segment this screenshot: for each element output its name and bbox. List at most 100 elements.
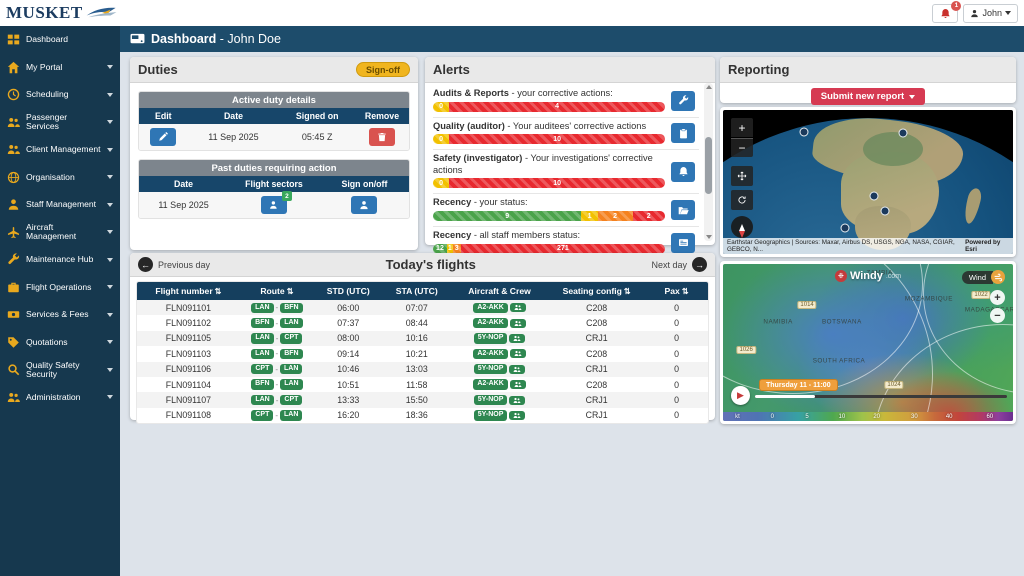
scroll-down-arrow-icon[interactable] bbox=[705, 235, 712, 239]
zoom-in-button[interactable]: + bbox=[731, 118, 753, 137]
sign-on-off-button[interactable] bbox=[351, 196, 378, 214]
sidebar: Dashboard My Portal Scheduling Passenger Se… bbox=[0, 26, 120, 576]
flight-row[interactable]: FLN091103 LAN - BFN 09:14 10:21 A2-AKK C208 0 bbox=[137, 346, 708, 362]
crew-badge[interactable] bbox=[509, 303, 526, 313]
previous-day-button[interactable]: ← Previous day bbox=[138, 257, 210, 272]
scroll-up-arrow-icon[interactable] bbox=[705, 85, 712, 89]
page-header: Dashboard - John Doe bbox=[120, 26, 1024, 52]
alert-action-button[interactable] bbox=[671, 123, 695, 144]
flight-row[interactable]: FLN091104 BFN - LAN 10:51 11:58 A2-AKK C208 0 bbox=[137, 376, 708, 393]
sidebar-item-organisation[interactable]: Organisation bbox=[0, 164, 120, 192]
pan-button[interactable] bbox=[731, 166, 753, 186]
next-day-button[interactable]: Next day → bbox=[651, 257, 707, 272]
tag-icon bbox=[7, 336, 20, 349]
flight-row[interactable]: FLN091108 CPT - LAN 16:20 18:36 5Y-NOP CRJ1 0 bbox=[137, 407, 708, 424]
sidebar-item-flight-operations[interactable]: Flight Operations bbox=[0, 274, 120, 302]
sign-off-button[interactable]: Sign-off bbox=[356, 62, 410, 77]
remove-duty-button[interactable] bbox=[368, 128, 395, 146]
windy-map[interactable]: ZAMBIA NAMIBIA BOTSWANA SOUTH AFRICA MOZAMBI… bbox=[723, 264, 1013, 421]
flights-col-pax[interactable]: Pax ⇅ bbox=[645, 282, 708, 300]
alert-item: Recency - your status: 9 1 2 2 bbox=[433, 194, 699, 228]
play-forecast-button[interactable]: ▶ bbox=[731, 386, 750, 405]
sidebar-item-passenger-services[interactable]: Passenger Services bbox=[0, 109, 120, 137]
sidebar-item-quotations[interactable]: Quotations bbox=[0, 329, 120, 357]
zoom-out-button[interactable]: − bbox=[731, 138, 753, 157]
chevron-down-icon bbox=[107, 92, 113, 97]
route-destination-badge: BFN bbox=[280, 348, 303, 360]
compass-button[interactable] bbox=[731, 216, 753, 238]
windy-zoom-out-button[interactable]: − bbox=[990, 308, 1005, 323]
alerts-scrollbar[interactable] bbox=[704, 83, 713, 241]
report-location-marker[interactable] bbox=[898, 128, 908, 138]
windy-zoom-in-button[interactable]: + bbox=[990, 290, 1005, 305]
sidebar-item-scheduling[interactable]: Scheduling bbox=[0, 81, 120, 109]
bar-segment-red: 10 bbox=[449, 178, 665, 189]
notifications-button[interactable]: 1 bbox=[932, 0, 962, 23]
sidebar-item-administration[interactable]: Administration bbox=[0, 384, 120, 412]
windy-logo[interactable]: ❉ Windy .com bbox=[834, 270, 901, 282]
edit-duty-button[interactable] bbox=[150, 128, 177, 146]
user-menu-button[interactable]: John bbox=[963, 3, 1018, 23]
legend-tick: 5 bbox=[805, 414, 809, 420]
bar-segment-orange: 3 bbox=[452, 243, 461, 254]
esri-map[interactable]: + − Earthstar Geographics | Sources: Max… bbox=[723, 110, 1013, 254]
forecast-timeline[interactable] bbox=[755, 395, 1007, 398]
reporting-panel: Reporting Submit new report bbox=[720, 57, 1016, 105]
alert-action-button[interactable] bbox=[671, 232, 695, 253]
crew-badge[interactable] bbox=[509, 380, 526, 390]
flight-sectors-button[interactable]: 2 bbox=[260, 191, 292, 214]
powered-by-esri[interactable]: Powered by Esri bbox=[965, 239, 1001, 253]
cell-seating-config: C208 bbox=[586, 318, 608, 329]
bar-segment-yellow: 0 bbox=[433, 101, 450, 112]
sidebar-item-aircraft-management[interactable]: Aircraft Management bbox=[0, 219, 120, 247]
rotate-button[interactable] bbox=[731, 190, 753, 210]
report-location-marker[interactable] bbox=[869, 191, 879, 201]
sidebar-item-my-portal[interactable]: My Portal bbox=[0, 54, 120, 82]
flights-col-route[interactable]: Route ⇅ bbox=[240, 282, 314, 300]
flights-col-seating-config[interactable]: Seating config ⇅ bbox=[548, 282, 645, 300]
cell-seating-config: C208 bbox=[586, 379, 608, 390]
cell-sta: 15:50 bbox=[405, 395, 428, 406]
flight-row[interactable]: FLN091102 BFN - LAN 07:37 08:44 A2-AKK C208 0 bbox=[137, 315, 708, 331]
legend-tick: 30 bbox=[911, 414, 918, 420]
forecast-time-pill[interactable]: Thursday 11 - 11:00 bbox=[759, 379, 838, 391]
flights-col-flight-number[interactable]: Flight number ⇅ bbox=[137, 282, 240, 300]
crew-badge[interactable] bbox=[509, 349, 526, 359]
submit-new-report-button[interactable]: Submit new report bbox=[810, 88, 926, 105]
cell-flight-number: FLN091108 bbox=[165, 410, 212, 421]
money-icon bbox=[7, 311, 20, 318]
scrollbar-thumb[interactable] bbox=[705, 136, 712, 194]
wind-layer-toggle[interactable]: Wind bbox=[961, 270, 1005, 284]
flight-row[interactable]: FLN091101 LAN - BFN 06:00 07:07 A2-AKK C208 0 bbox=[137, 300, 708, 316]
route-origin-badge: LAN bbox=[251, 333, 274, 344]
alert-action-button[interactable] bbox=[671, 90, 695, 111]
brand-logo[interactable]: MUSKET bbox=[6, 3, 119, 23]
sidebar-item-client-management[interactable]: Client Management bbox=[0, 136, 120, 164]
cell-flight-number: FLN091102 bbox=[165, 318, 212, 329]
globe-icon bbox=[7, 171, 20, 184]
flight-row[interactable]: FLN091105 LAN - CPT 08:00 10:16 5Y-NOP CRJ1 0 bbox=[137, 330, 708, 347]
sidebar-item-label: Organisation bbox=[26, 171, 75, 182]
report-location-marker[interactable] bbox=[880, 206, 890, 216]
bar-segment-yellow: 0 bbox=[433, 134, 450, 145]
crew-badge[interactable] bbox=[509, 364, 526, 374]
report-location-marker[interactable] bbox=[799, 127, 809, 137]
sidebar-item-dashboard[interactable]: Dashboard bbox=[0, 26, 120, 54]
alert-label-bold: Safety (investigator) bbox=[433, 153, 523, 164]
alert-action-button[interactable] bbox=[671, 200, 695, 221]
alert-action-button[interactable] bbox=[671, 161, 695, 182]
sidebar-item-quality-safety-security[interactable]: Quality Safety Security bbox=[0, 356, 120, 384]
sidebar-item-staff-management[interactable]: Staff Management bbox=[0, 191, 120, 219]
flight-row[interactable]: FLN091106 CPT - LAN 10:46 13:03 5Y-NOP CRJ1 0 bbox=[137, 361, 708, 377]
crew-badge[interactable] bbox=[509, 410, 526, 420]
crew-badge[interactable] bbox=[509, 333, 526, 343]
sidebar-item-label: Staff Management bbox=[26, 199, 97, 210]
sidebar-item-services-fees[interactable]: Services & Fees bbox=[0, 301, 120, 329]
flight-row[interactable]: FLN091107 LAN - CPT 13:33 15:50 5Y-NOP CRJ1 0 bbox=[137, 392, 708, 408]
submit-report-label: Submit new report bbox=[820, 91, 905, 102]
report-location-marker[interactable] bbox=[840, 223, 850, 233]
sidebar-item-maintenance-hub[interactable]: Maintenance Hub bbox=[0, 246, 120, 274]
pressure-label: 1022 bbox=[971, 291, 991, 300]
crew-badge[interactable] bbox=[509, 395, 526, 405]
crew-badge[interactable] bbox=[509, 318, 526, 328]
